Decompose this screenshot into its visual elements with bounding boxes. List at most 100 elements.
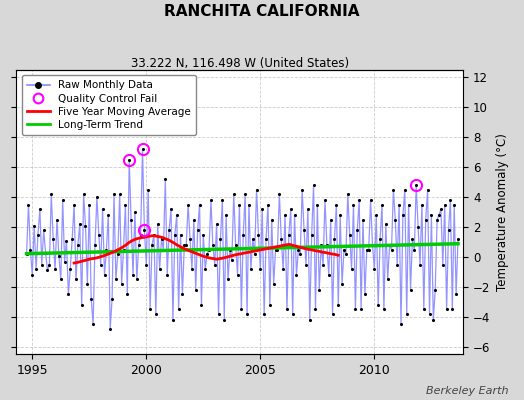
Point	[172, 212, 181, 218]
Point	[32, 266, 40, 272]
Point	[216, 236, 225, 242]
Point	[224, 276, 232, 283]
Point	[169, 317, 177, 323]
Point	[260, 311, 268, 317]
Point	[207, 197, 215, 203]
Point	[233, 272, 242, 278]
Point	[72, 276, 80, 283]
Point	[178, 291, 187, 298]
Point	[41, 249, 50, 256]
Point	[350, 202, 358, 208]
Point	[129, 272, 137, 278]
Point	[402, 311, 411, 317]
Point	[410, 246, 419, 253]
Point	[83, 281, 92, 287]
Point	[357, 306, 365, 312]
Point	[315, 287, 323, 293]
Point	[275, 191, 283, 197]
Point	[201, 266, 210, 272]
Point	[226, 246, 234, 253]
Point	[345, 231, 354, 238]
Point	[319, 261, 328, 268]
Point	[412, 182, 420, 188]
Point	[309, 182, 318, 188]
Point	[49, 236, 57, 242]
Point	[365, 246, 373, 253]
Point	[135, 242, 143, 248]
Point	[47, 191, 56, 197]
Point	[53, 216, 61, 223]
Point	[330, 236, 339, 242]
Point	[241, 191, 249, 197]
Point	[258, 206, 266, 212]
Point	[245, 202, 253, 208]
Point	[381, 221, 390, 227]
Text: RANCHITA CALIFORNIA: RANCHITA CALIFORNIA	[164, 4, 360, 19]
Point	[384, 276, 392, 283]
Point	[171, 231, 179, 238]
Point	[87, 296, 95, 302]
Point	[321, 197, 329, 203]
Point	[423, 186, 432, 193]
Point	[38, 261, 46, 268]
Point	[305, 317, 314, 323]
Point	[205, 246, 213, 253]
Point	[182, 242, 190, 248]
Point	[211, 261, 219, 268]
Point	[106, 326, 114, 332]
Point	[264, 202, 272, 208]
Point	[271, 246, 280, 253]
Point	[334, 302, 343, 308]
Point	[408, 236, 417, 242]
Point	[342, 251, 350, 257]
Point	[121, 202, 129, 208]
Point	[452, 291, 460, 298]
Point	[24, 202, 32, 208]
Point	[421, 216, 430, 223]
Point	[174, 306, 183, 312]
Point	[23, 251, 31, 257]
Point	[165, 227, 173, 233]
Point	[161, 176, 169, 182]
Point	[237, 306, 246, 312]
Point	[81, 222, 90, 229]
Point	[393, 261, 401, 268]
Point	[70, 202, 78, 208]
Point	[199, 231, 208, 238]
Point	[110, 191, 118, 197]
Point	[250, 251, 259, 257]
Point	[209, 242, 217, 248]
Point	[262, 236, 270, 242]
Point	[281, 212, 289, 218]
Point	[214, 311, 223, 317]
Point	[54, 252, 63, 259]
Point	[130, 209, 139, 215]
Point	[45, 261, 53, 268]
Point	[289, 311, 297, 317]
Point	[188, 266, 196, 272]
Point	[93, 194, 101, 200]
Point	[399, 212, 407, 218]
Point	[414, 224, 422, 230]
Point	[57, 276, 65, 283]
Point	[74, 242, 82, 248]
Point	[370, 266, 378, 272]
Point	[248, 236, 257, 242]
Point	[197, 302, 205, 308]
Point	[30, 222, 38, 229]
Point	[353, 227, 362, 233]
Point	[253, 186, 261, 193]
Point	[279, 266, 287, 272]
Point	[112, 276, 120, 283]
Point	[368, 242, 377, 248]
Point	[68, 236, 77, 242]
Point	[317, 242, 325, 248]
Point	[405, 202, 413, 208]
Point	[304, 206, 312, 212]
Point	[254, 231, 263, 238]
Point	[64, 291, 73, 298]
Point	[167, 206, 175, 212]
Point	[266, 302, 274, 308]
Point	[268, 216, 276, 223]
Point	[212, 221, 221, 227]
